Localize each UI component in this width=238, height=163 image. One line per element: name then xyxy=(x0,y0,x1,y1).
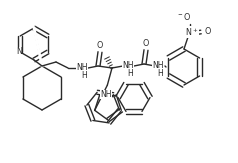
Text: N$^+$: N$^+$ xyxy=(185,26,199,38)
Text: NH: NH xyxy=(100,90,112,99)
Text: $^-$O: $^-$O xyxy=(176,10,192,22)
Text: NH: NH xyxy=(152,61,164,71)
Text: O: O xyxy=(97,42,103,51)
Text: O: O xyxy=(143,39,149,49)
Text: H: H xyxy=(127,68,133,77)
Text: NH: NH xyxy=(76,64,88,73)
Text: H: H xyxy=(81,71,87,80)
Text: N: N xyxy=(16,46,22,55)
Text: O: O xyxy=(205,28,211,37)
Text: NH: NH xyxy=(122,61,134,71)
Text: H: H xyxy=(157,68,163,77)
